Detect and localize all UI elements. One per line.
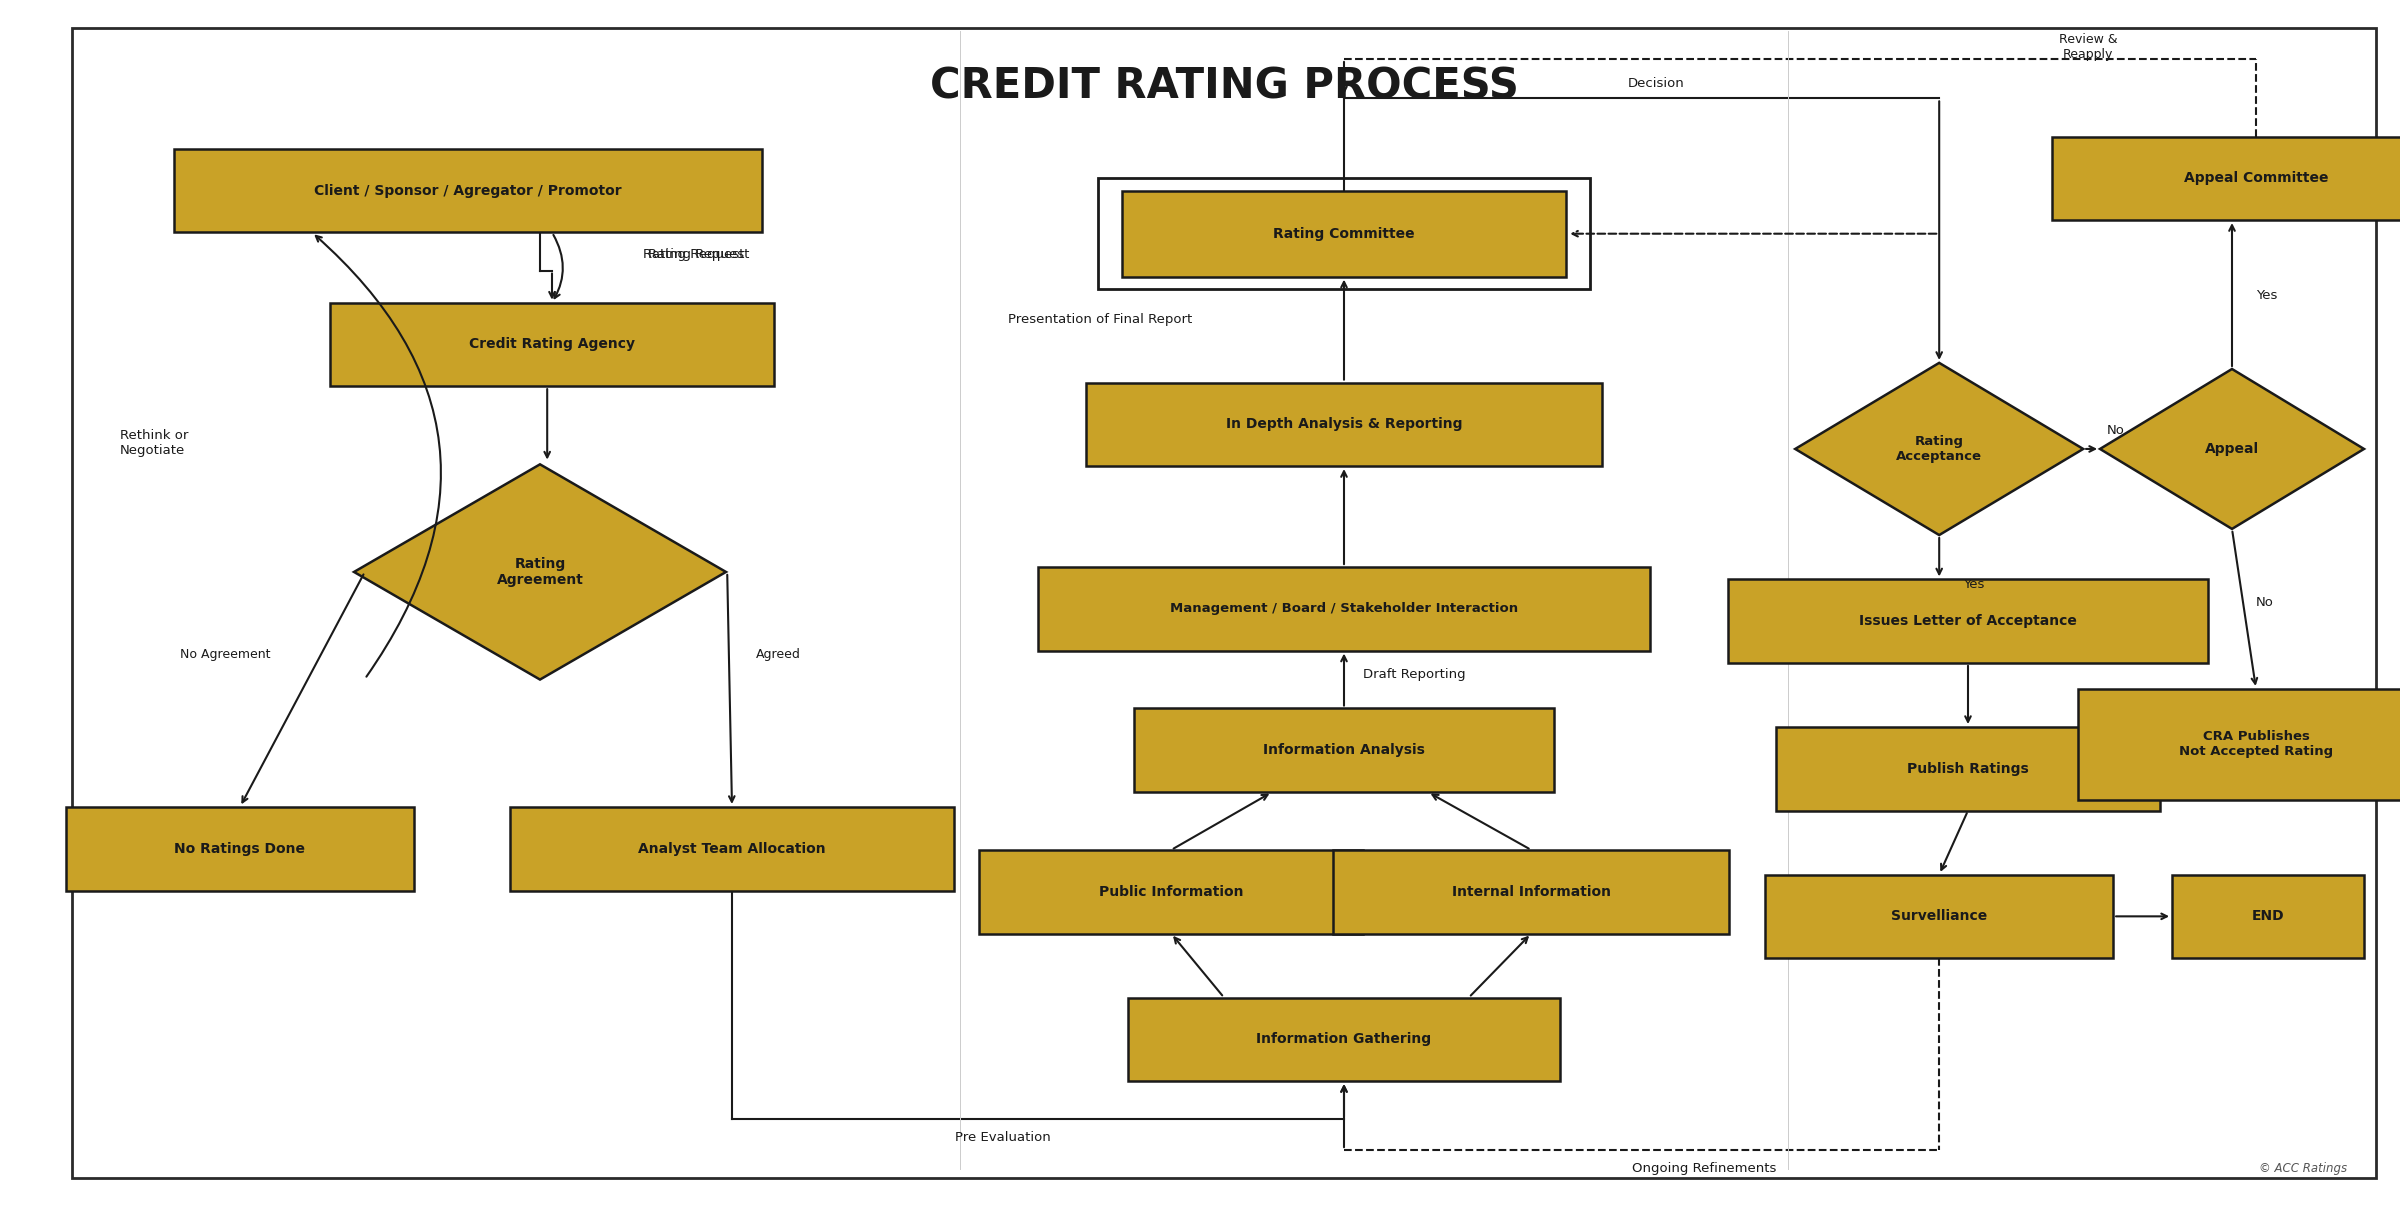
- FancyBboxPatch shape: [1766, 875, 2114, 958]
- FancyBboxPatch shape: [331, 303, 773, 386]
- Text: Information Gathering: Information Gathering: [1258, 1032, 1430, 1047]
- FancyBboxPatch shape: [1334, 850, 1728, 934]
- Text: Client / Sponsor / Agregator / Promotor: Client / Sponsor / Agregator / Promotor: [314, 183, 622, 198]
- Text: Ongoing Refinements: Ongoing Refinements: [1632, 1162, 1776, 1175]
- Text: Rating Request: Rating Request: [648, 248, 749, 261]
- Polygon shape: [355, 465, 727, 679]
- Text: Public Information: Public Information: [1099, 884, 1243, 899]
- Text: Rethink or
Negotiate: Rethink or Negotiate: [120, 429, 187, 456]
- FancyBboxPatch shape: [1039, 567, 1651, 651]
- Text: Publish Ratings: Publish Ratings: [1908, 761, 2028, 776]
- Text: Agreed: Agreed: [756, 648, 802, 661]
- Text: No: No: [2256, 597, 2273, 609]
- Text: Rating Request: Rating Request: [643, 248, 744, 261]
- FancyBboxPatch shape: [1728, 579, 2208, 663]
- Text: Rating Committee: Rating Committee: [1272, 226, 1416, 241]
- FancyBboxPatch shape: [2052, 137, 2400, 220]
- Text: Yes: Yes: [2256, 289, 2278, 301]
- Text: Analyst Team Allocation: Analyst Team Allocation: [638, 841, 826, 856]
- FancyBboxPatch shape: [979, 850, 1363, 934]
- FancyBboxPatch shape: [1087, 383, 1603, 466]
- Text: CRA Publishes
Not Accepted Rating: CRA Publishes Not Accepted Rating: [2179, 731, 2333, 758]
- FancyBboxPatch shape: [175, 149, 763, 232]
- Polygon shape: [2100, 369, 2364, 529]
- Text: Appeal Committee: Appeal Committee: [2184, 171, 2328, 186]
- Text: Information Analysis: Information Analysis: [1262, 743, 1426, 758]
- Text: Pre Evaluation: Pre Evaluation: [955, 1132, 1051, 1144]
- Text: Credit Rating Agency: Credit Rating Agency: [468, 337, 636, 352]
- Text: Draft Reporting: Draft Reporting: [1363, 668, 1466, 680]
- Text: Appeal: Appeal: [2206, 442, 2258, 456]
- FancyBboxPatch shape: [1135, 708, 1555, 792]
- FancyBboxPatch shape: [1123, 191, 1567, 277]
- FancyBboxPatch shape: [2078, 689, 2400, 800]
- FancyBboxPatch shape: [1128, 998, 1560, 1081]
- Text: No Ratings Done: No Ratings Done: [175, 841, 305, 856]
- Text: Issues Letter of Acceptance: Issues Letter of Acceptance: [1860, 614, 2076, 629]
- FancyBboxPatch shape: [511, 807, 953, 891]
- Text: No Agreement: No Agreement: [180, 648, 271, 661]
- Text: Decision: Decision: [1627, 77, 1685, 90]
- Text: © ACC Ratings: © ACC Ratings: [2258, 1162, 2347, 1175]
- Polygon shape: [1795, 363, 2083, 535]
- Text: Rating
Acceptance: Rating Acceptance: [1896, 435, 1982, 462]
- Text: Management / Board / Stakeholder Interaction: Management / Board / Stakeholder Interac…: [1169, 603, 1519, 615]
- Text: Survelliance: Survelliance: [1891, 909, 1987, 924]
- Text: CREDIT RATING PROCESS: CREDIT RATING PROCESS: [929, 65, 1519, 107]
- Text: Yes: Yes: [1963, 578, 1985, 590]
- FancyBboxPatch shape: [67, 807, 413, 891]
- Text: No: No: [2107, 424, 2124, 437]
- FancyBboxPatch shape: [2172, 875, 2364, 958]
- Text: Review &
Reapply: Review & Reapply: [2059, 33, 2117, 60]
- Text: Presentation of Final Report: Presentation of Final Report: [1008, 314, 1193, 326]
- Text: Rating
Agreement: Rating Agreement: [497, 557, 583, 587]
- Text: In Depth Analysis & Reporting: In Depth Analysis & Reporting: [1226, 417, 1462, 432]
- Text: END: END: [2251, 909, 2285, 924]
- FancyBboxPatch shape: [1776, 727, 2160, 811]
- Text: Internal Information: Internal Information: [1452, 884, 1610, 899]
